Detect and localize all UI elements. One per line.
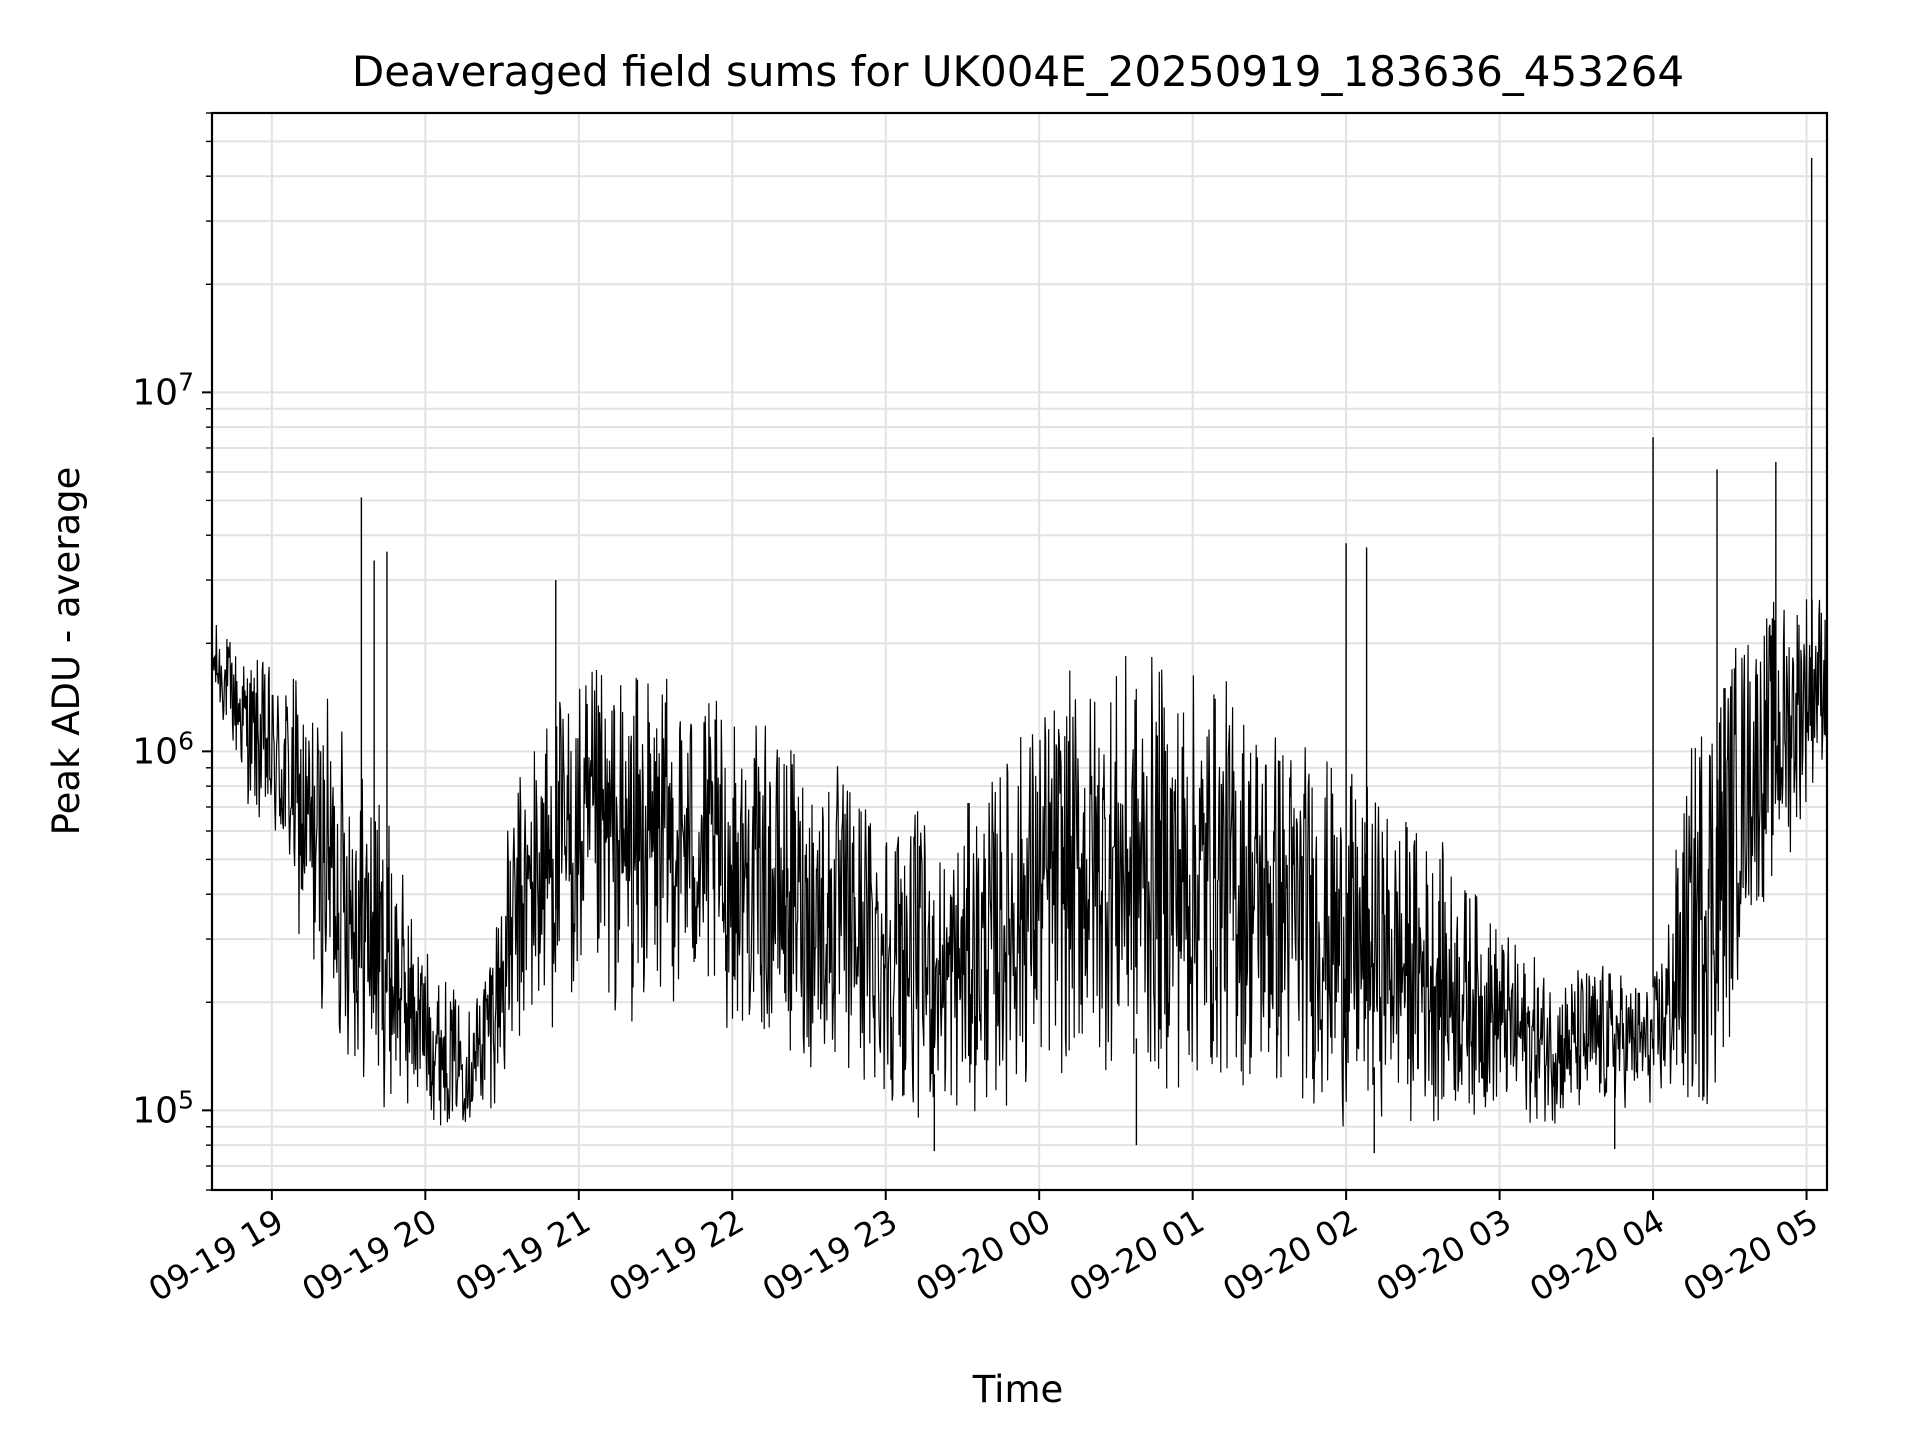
y-tick-label: 105	[132, 1085, 194, 1131]
y-axis-label: Peak ADU - average	[45, 467, 88, 836]
x-axis-label: Time	[972, 1368, 1064, 1411]
series-line	[211, 599, 1828, 1127]
chart-title: Deaveraged field sums for UK004E_2025091…	[352, 47, 1684, 96]
y-tick-label: 106	[132, 726, 194, 772]
y-tick-label: 107	[132, 367, 194, 413]
plot-frame	[210, 111, 1829, 1192]
data-series	[211, 157, 1828, 1154]
